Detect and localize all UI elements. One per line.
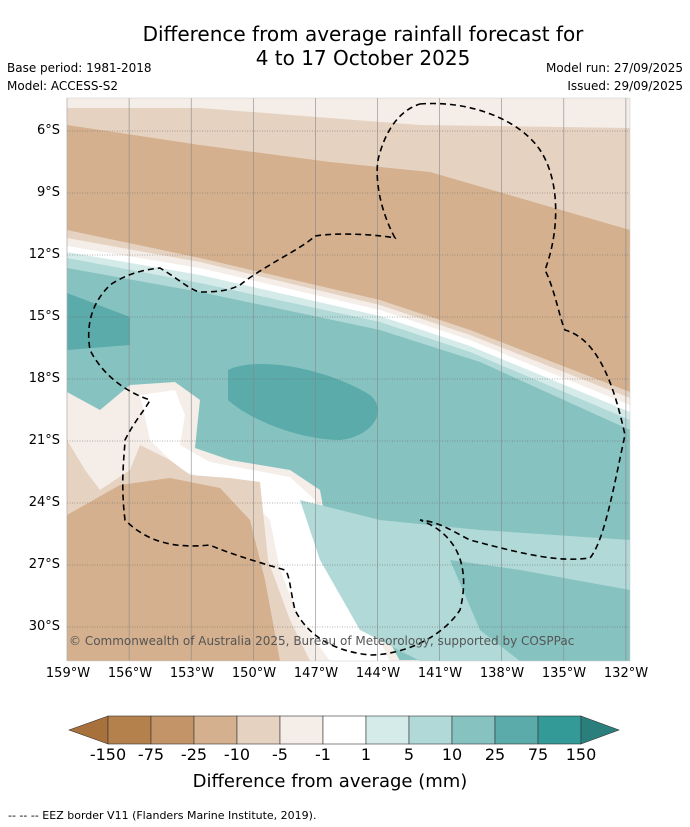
lon-label: 132°W xyxy=(603,666,649,681)
colorbar-segment xyxy=(451,715,496,745)
colorbar-tick: 150 xyxy=(565,745,597,764)
colorbar-segment xyxy=(408,715,453,745)
lat-label: 18°S xyxy=(28,371,60,386)
colorbar-extend-low xyxy=(68,715,109,745)
colorbar-tick: 10 xyxy=(441,745,463,764)
lon-label: 144°W xyxy=(355,666,401,681)
meta-right: Model run: 27/09/2025 Issued: 29/09/2025 xyxy=(546,59,683,95)
lon-label: 159°W xyxy=(45,666,91,681)
colorbar-label: Difference from average (mm) xyxy=(192,771,468,792)
colorbar-tick: -1 xyxy=(315,745,331,764)
colorbar-tick: 5 xyxy=(403,745,415,764)
lat-label: 24°S xyxy=(28,495,60,510)
map-title: Difference from average rainfall forecas… xyxy=(0,22,690,70)
band-southwest-white xyxy=(140,390,390,661)
issued-date: Issued: 29/09/2025 xyxy=(567,79,683,93)
lon-label: 153°W xyxy=(169,666,215,681)
lon-label: 150°W xyxy=(231,666,277,681)
colorbar-segment xyxy=(494,715,539,745)
title-line-2: 4 to 17 October 2025 xyxy=(255,46,471,70)
colorbar-segment xyxy=(107,715,152,745)
base-period: Base period: 1981-2018 xyxy=(7,61,152,75)
colorbar-extend-high xyxy=(580,715,620,745)
colorbar-tick: -150 xyxy=(89,745,127,764)
colorbar-segment xyxy=(322,715,367,745)
band-southwest-dark-tan xyxy=(67,478,280,661)
model-name: Model: ACCESS-S2 xyxy=(7,79,119,93)
lat-label: 15°S xyxy=(28,309,60,324)
lat-label: 9°S xyxy=(36,185,60,200)
title-line-1: Difference from average rainfall forecas… xyxy=(142,22,584,46)
map-fields xyxy=(67,98,630,661)
colorbar-tick: 1 xyxy=(360,745,372,764)
lat-label: 6°S xyxy=(36,123,60,138)
band-southeast-teal-dark xyxy=(450,560,630,661)
colorbar xyxy=(68,715,620,745)
lat-label: 27°S xyxy=(28,557,60,572)
colorbar-tick: -25 xyxy=(180,745,208,764)
band-teal-3 xyxy=(67,293,130,350)
colorbar-segment xyxy=(279,715,324,745)
colorbar-tick: -5 xyxy=(272,745,288,764)
lon-label: 141°W xyxy=(417,666,463,681)
lat-label: 12°S xyxy=(28,247,60,262)
copyright-notice: © Commonwealth of Australia 2025, Bureau… xyxy=(69,634,575,648)
colorbar-tick: 75 xyxy=(527,745,549,764)
lon-label: 138°W xyxy=(479,666,525,681)
lon-label: 156°W xyxy=(107,666,153,681)
band-teal-core xyxy=(228,364,379,440)
model-run: Model run: 27/09/2025 xyxy=(545,61,683,75)
lon-label: 147°W xyxy=(293,666,339,681)
colorbar-tick: -10 xyxy=(223,745,251,764)
colorbar-segment xyxy=(236,715,281,745)
colorbar-segment xyxy=(365,715,410,745)
eez-legend: -- -- -- EEZ border V11 (Flanders Marine… xyxy=(8,809,317,822)
colorbar-segment xyxy=(537,715,582,745)
lat-label: 30°S xyxy=(28,619,60,634)
colorbar-tick: -75 xyxy=(137,745,165,764)
meta-left: Base period: 1981-2018 Model: ACCESS-S2 xyxy=(7,59,152,95)
lon-label: 135°W xyxy=(541,666,587,681)
colorbar-tick: 25 xyxy=(484,745,506,764)
lat-label: 21°S xyxy=(28,433,60,448)
map-frame xyxy=(66,97,631,662)
colorbar-segment xyxy=(150,715,195,745)
colorbar-segment xyxy=(193,715,238,745)
